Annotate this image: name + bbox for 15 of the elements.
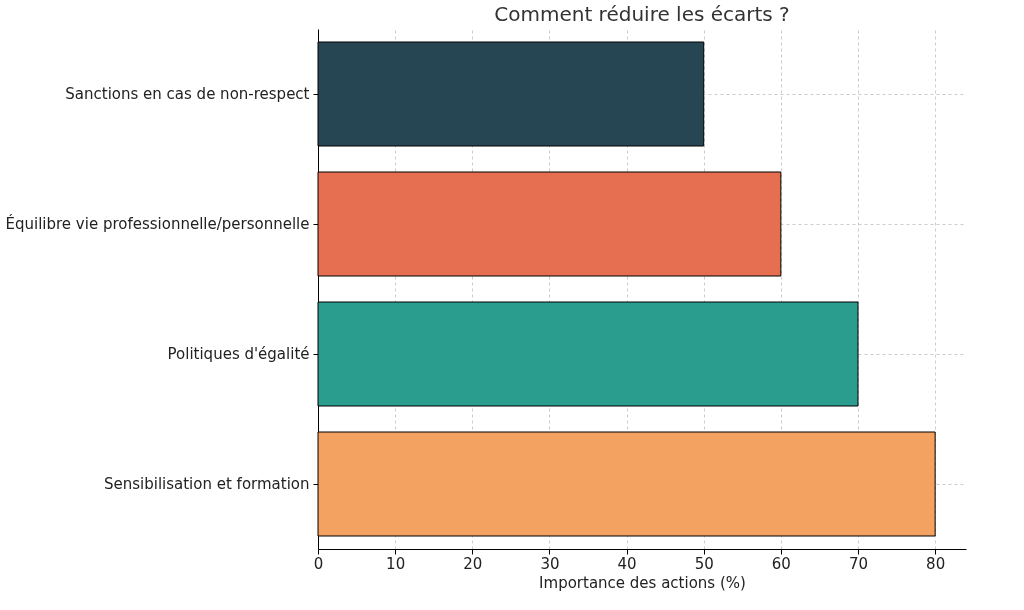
x-tick-label: 10 xyxy=(386,554,406,573)
x-tick-label: 80 xyxy=(926,554,946,573)
y-tick-label: Politiques d'égalité xyxy=(167,345,310,363)
x-tick-label: 50 xyxy=(694,554,714,573)
x-tick-label: 60 xyxy=(771,554,791,573)
x-axis-title: Importance des actions (%) xyxy=(539,573,746,592)
x-tick-label: 70 xyxy=(848,554,869,573)
chart-title: Comment réduire les écarts ? xyxy=(494,2,790,26)
x-tick-label: 40 xyxy=(617,554,637,573)
y-tick-label: Sensibilisation et formation xyxy=(103,475,310,493)
x-tick-label: 0 xyxy=(313,554,324,573)
x-tick-label: 20 xyxy=(463,554,483,573)
y-tick-label: Sanctions en cas de non-respect xyxy=(65,85,310,103)
y-tick-label: Équilibre vie professionnelle/personnelle xyxy=(5,214,310,233)
x-tick-label: 30 xyxy=(540,554,560,573)
